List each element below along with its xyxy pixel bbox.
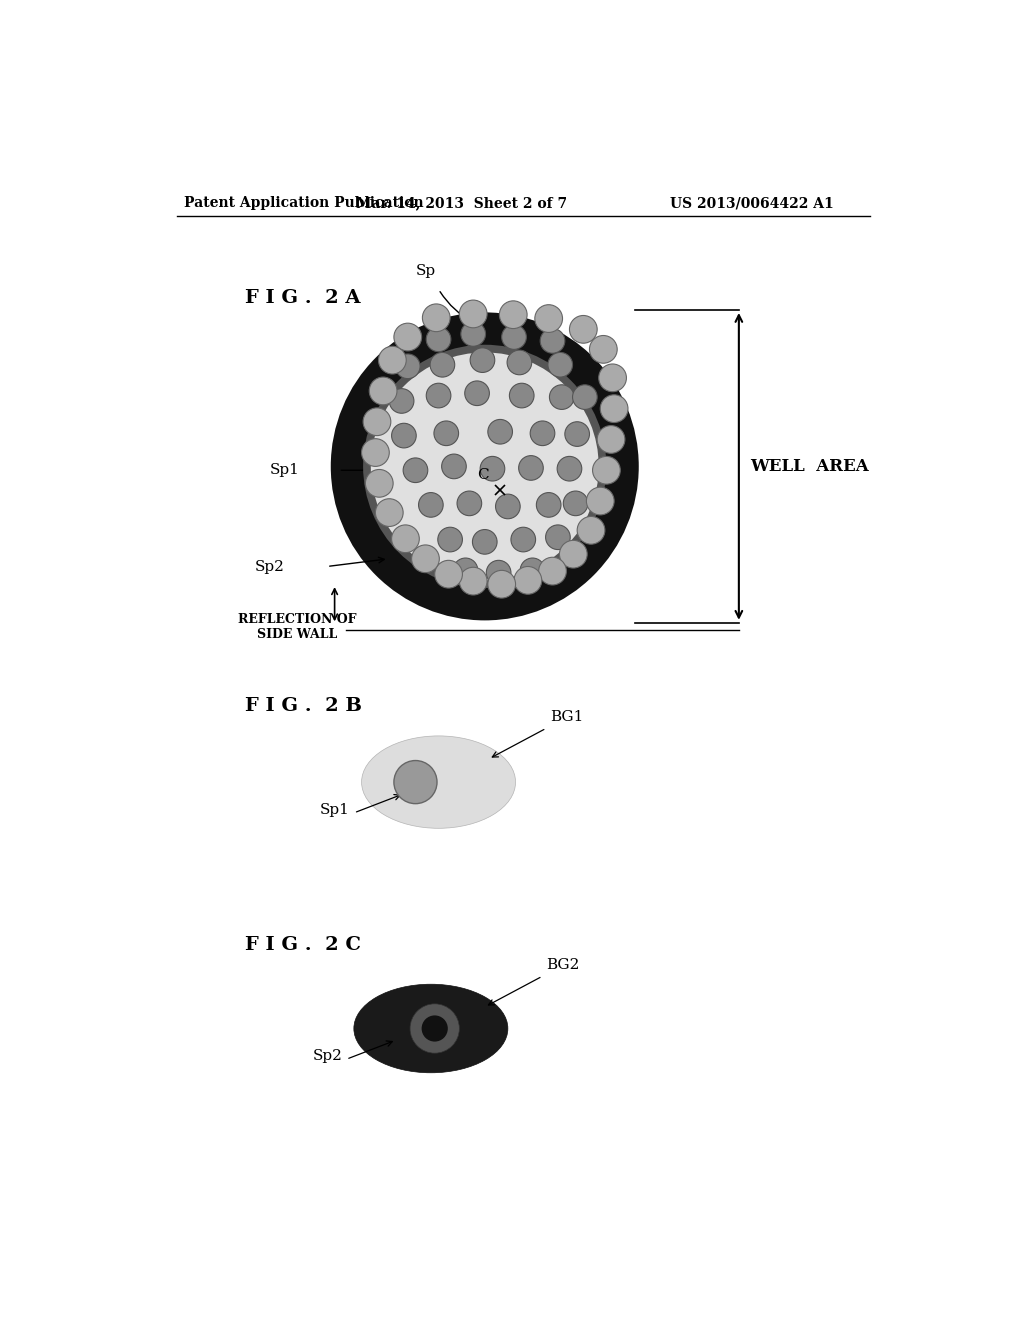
Circle shape (394, 323, 422, 351)
Ellipse shape (354, 985, 508, 1073)
Circle shape (465, 381, 489, 405)
Circle shape (500, 301, 527, 329)
Circle shape (559, 540, 587, 568)
Circle shape (422, 304, 451, 331)
Text: WELL  AREA: WELL AREA (751, 458, 869, 475)
Circle shape (546, 525, 570, 549)
Ellipse shape (361, 737, 515, 829)
Circle shape (364, 408, 391, 436)
Circle shape (454, 558, 478, 582)
Text: Sp1: Sp1 (270, 463, 300, 478)
Text: F I G .  2 B: F I G . 2 B (245, 697, 361, 715)
Circle shape (391, 525, 419, 553)
Circle shape (487, 420, 512, 444)
Circle shape (366, 470, 393, 498)
Text: F I G .  2 C: F I G . 2 C (245, 936, 360, 954)
Circle shape (550, 385, 574, 409)
Circle shape (511, 527, 536, 552)
Circle shape (548, 352, 572, 378)
Circle shape (480, 457, 505, 480)
Circle shape (541, 329, 565, 354)
Circle shape (587, 487, 614, 515)
Circle shape (600, 395, 628, 422)
Text: Sp2: Sp2 (255, 560, 285, 573)
Circle shape (435, 560, 463, 589)
Circle shape (419, 492, 443, 517)
Circle shape (565, 422, 590, 446)
Circle shape (426, 327, 451, 351)
Circle shape (403, 458, 428, 483)
Circle shape (441, 454, 466, 479)
Circle shape (502, 325, 526, 350)
Circle shape (590, 335, 617, 363)
Circle shape (593, 457, 621, 484)
Text: Patent Application Publication: Patent Application Publication (184, 197, 424, 210)
Circle shape (426, 383, 451, 408)
Text: BG2: BG2 (547, 958, 580, 973)
Circle shape (389, 388, 414, 413)
Circle shape (539, 557, 566, 585)
Circle shape (518, 455, 544, 480)
Circle shape (557, 457, 582, 480)
Text: C: C (477, 467, 488, 482)
Circle shape (361, 438, 389, 466)
Circle shape (430, 352, 455, 378)
Circle shape (597, 425, 625, 453)
Circle shape (535, 305, 562, 333)
Circle shape (472, 529, 497, 554)
Circle shape (537, 492, 561, 517)
Text: REFLECTION OF
SIDE WALL: REFLECTION OF SIDE WALL (239, 612, 356, 640)
Circle shape (486, 560, 511, 585)
Circle shape (507, 350, 531, 375)
Circle shape (410, 1003, 460, 1053)
Circle shape (460, 300, 487, 327)
Text: Sp1: Sp1 (321, 803, 350, 817)
Circle shape (438, 527, 463, 552)
Circle shape (572, 385, 597, 409)
Text: Mar. 14, 2013  Sheet 2 of 7: Mar. 14, 2013 Sheet 2 of 7 (356, 197, 567, 210)
Circle shape (370, 378, 397, 405)
Circle shape (520, 558, 545, 582)
Circle shape (514, 566, 542, 594)
Circle shape (412, 545, 439, 573)
Circle shape (434, 421, 459, 446)
Circle shape (371, 352, 599, 581)
Text: BG1: BG1 (550, 710, 584, 725)
Circle shape (457, 491, 481, 516)
Circle shape (394, 760, 437, 804)
Circle shape (395, 354, 420, 379)
Circle shape (331, 313, 639, 620)
Circle shape (379, 346, 407, 374)
Text: F I G .  2 A: F I G . 2 A (245, 289, 360, 308)
Circle shape (391, 424, 416, 447)
Circle shape (461, 322, 485, 346)
Text: Sp: Sp (416, 264, 435, 277)
Circle shape (569, 315, 597, 343)
Circle shape (599, 364, 627, 392)
Circle shape (509, 383, 535, 408)
Circle shape (496, 494, 520, 519)
Circle shape (487, 570, 515, 598)
Text: Sp2: Sp2 (312, 1049, 342, 1063)
Circle shape (364, 345, 606, 589)
Text: US 2013/0064422 A1: US 2013/0064422 A1 (670, 197, 834, 210)
Circle shape (530, 421, 555, 446)
Circle shape (460, 568, 487, 595)
Circle shape (563, 491, 588, 516)
Circle shape (578, 516, 605, 544)
Circle shape (470, 348, 495, 372)
Circle shape (376, 499, 403, 527)
Circle shape (422, 1015, 447, 1041)
